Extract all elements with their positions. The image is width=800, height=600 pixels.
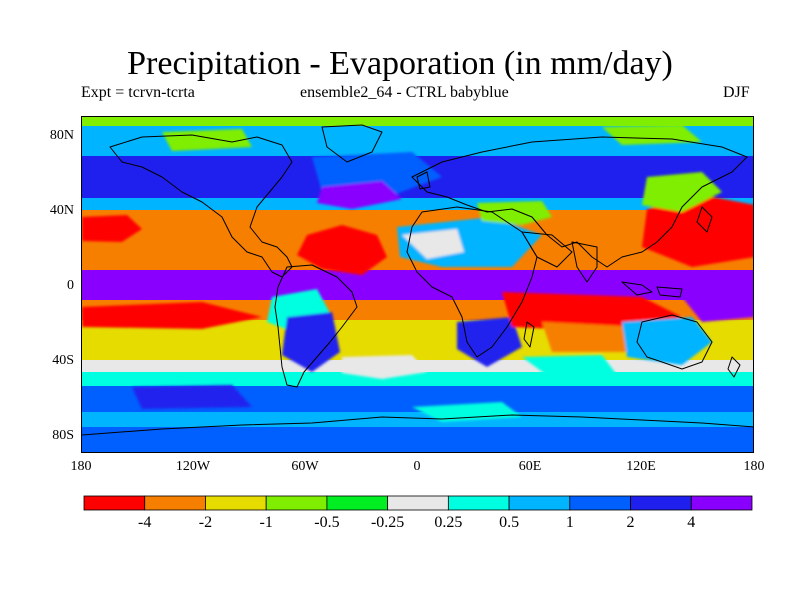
- colorbar-label-1: -2: [198, 514, 213, 531]
- coast-arabia: [521, 231, 573, 268]
- lon-label-60w: 60W: [291, 459, 319, 474]
- lat-label-80s: 80S: [52, 428, 74, 443]
- colorbar-swatch-2: [205, 495, 267, 511]
- east-pacific-dry: [82, 302, 262, 329]
- coast-north-america: [109, 134, 293, 278]
- coast-uk: [416, 171, 431, 190]
- ensemble-label: ensemble2_64 - CTRL babyblue: [300, 84, 509, 101]
- band-antarctic: [82, 427, 753, 452]
- colorbar-label-6: 0.5: [499, 514, 520, 531]
- south-pacific-convergence: [682, 287, 753, 322]
- band-mid-north: [82, 198, 753, 210]
- colorbar-label-0: -4: [138, 514, 152, 531]
- dry-patch-north-pacific: [82, 215, 142, 242]
- lon-label-180w: 180: [70, 459, 92, 474]
- gulf-stream-wet: [317, 181, 402, 209]
- coast-australia: [636, 314, 713, 370]
- africa-wet: [457, 317, 522, 367]
- lat-label-40n: 40N: [49, 203, 74, 218]
- coast-eurasia: [411, 136, 748, 268]
- coast-indonesia: [621, 281, 683, 298]
- band-antarctic-coast: [82, 412, 753, 427]
- coast-india: [571, 241, 598, 283]
- south-indian-wet: [522, 355, 617, 379]
- lat-label-80n: 80N: [49, 128, 74, 143]
- field-layer: [82, 117, 753, 452]
- coast-antarctica: [82, 414, 753, 436]
- coast-south-america: [274, 264, 358, 388]
- coast-japan: [696, 206, 713, 233]
- colorbar-label-5: 0.25: [434, 514, 463, 531]
- colorbar-swatch-4: [326, 495, 389, 511]
- brazil-wet: [282, 312, 340, 372]
- band-south-ocean: [82, 372, 753, 386]
- band-arctic: [82, 117, 753, 126]
- colorbar-label-2: -1: [259, 514, 273, 531]
- colorbar-swatch-6: [447, 495, 510, 511]
- colorbar-swatch-8: [569, 495, 631, 511]
- arctic-dry: [162, 129, 252, 151]
- lon-label-60e: 60E: [518, 459, 542, 474]
- lon-label-0: 0: [413, 459, 421, 474]
- coastlines: [82, 124, 753, 436]
- colorbar-swatch-10: [690, 495, 753, 511]
- coast-greenland: [321, 124, 383, 163]
- indian-south: [542, 322, 642, 352]
- south-atlantic-neutral: [342, 355, 427, 379]
- colorbar-swatch-3: [265, 495, 328, 511]
- precip-evap-map: [81, 116, 754, 453]
- southern-ocean-dark: [132, 385, 252, 409]
- colorbar-swatch-5: [387, 495, 449, 511]
- coast-new-zealand: [727, 356, 741, 378]
- coast-africa: [406, 206, 538, 358]
- lon-label-120w: 120W: [175, 459, 211, 474]
- colorbar-swatch-9: [630, 495, 692, 511]
- season-label: DJF: [723, 84, 750, 101]
- experiment-label: Expt = tcrvn-tcrta: [81, 84, 195, 101]
- colorbar-label-7: 1: [565, 514, 574, 531]
- colorbar-label-3: -0.5: [314, 514, 340, 531]
- band-itcz: [82, 270, 753, 300]
- coast-madagascar: [523, 321, 535, 348]
- dry-patch-north-atlantic: [297, 225, 387, 275]
- colorbar-swatch-1: [144, 495, 206, 511]
- colorbar: [83, 495, 753, 511]
- colorbar-swatch-0: [83, 495, 146, 511]
- lat-label-40s: 40S: [52, 353, 74, 368]
- lat-label-0: 0: [67, 278, 74, 293]
- southern-ocean-light: [412, 402, 522, 422]
- east-asia-wet: [642, 172, 722, 212]
- colorbar-label-9: 4: [687, 514, 696, 531]
- map-canvas: [82, 117, 753, 452]
- dry-patch-west-pacific: [642, 195, 753, 267]
- colorbar-label-8: 2: [626, 514, 635, 531]
- lon-label-120e: 120E: [626, 459, 656, 474]
- sahara-neutral: [402, 229, 464, 259]
- map-title: Precipitation - Evaporation (in mm/day): [127, 45, 673, 82]
- colorbar-swatch-7: [508, 495, 571, 511]
- colorbar-label-4: -0.25: [370, 514, 405, 531]
- lon-label-180e: 180: [743, 459, 765, 474]
